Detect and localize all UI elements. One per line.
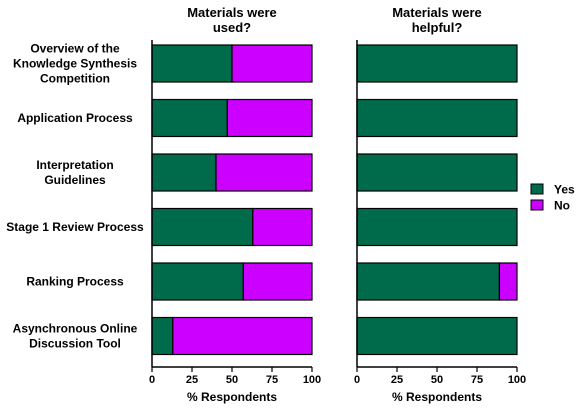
bar-no: [215, 153, 313, 192]
bar-no: [226, 98, 313, 138]
category-label: Discussion Tool: [29, 337, 121, 351]
x-tick-label: 0: [354, 374, 360, 386]
category-label: Application Process: [17, 111, 133, 125]
x-tick-label: 50: [431, 374, 443, 386]
legend-swatch-yes: [530, 183, 544, 195]
bar-yes: [151, 207, 254, 247]
legend-label-yes: Yes: [554, 183, 575, 197]
category-label: Stage 1 Review Process: [6, 220, 144, 234]
bar-yes: [356, 207, 518, 247]
x-tick-label: 100: [508, 374, 526, 386]
bar-no: [172, 316, 313, 356]
bar-no: [231, 44, 313, 83]
bar-yes: [356, 316, 518, 356]
category-label: Ranking Process: [26, 275, 124, 289]
category-label: Guidelines: [44, 173, 106, 187]
panel-title: used?: [213, 20, 251, 35]
panel-title: Materials were: [187, 5, 277, 20]
bar-yes: [151, 262, 244, 301]
x-tick-label: 25: [391, 374, 403, 386]
x-tick-label: 0: [149, 374, 155, 386]
bar-yes: [151, 98, 228, 138]
bar-yes: [356, 153, 518, 192]
category-label: Interpretation: [36, 158, 113, 172]
bar-no: [252, 207, 313, 247]
panel-title: helpful?: [412, 20, 463, 35]
x-tick-label: 100: [303, 374, 321, 386]
bar-no: [242, 262, 313, 301]
bar-yes: [151, 44, 233, 83]
bar-no: [498, 262, 518, 301]
x-tick-label: 75: [266, 374, 278, 386]
bar-yes: [151, 153, 217, 192]
category-label: Knowledge Synthesis: [13, 57, 137, 71]
legend-label-no: No: [554, 199, 570, 213]
category-label: Competition: [40, 72, 110, 86]
legend-swatch-no: [530, 199, 544, 211]
x-tick-label: 25: [186, 374, 198, 386]
x-axis-label: % Respondents: [392, 390, 482, 404]
category-label: Overview of the: [30, 42, 120, 56]
x-tick-label: 75: [471, 374, 483, 386]
x-axis-label: % Respondents: [187, 390, 277, 404]
bar-yes: [356, 262, 500, 301]
x-tick-label: 50: [226, 374, 238, 386]
bar-yes: [151, 316, 174, 356]
panel-title: Materials were: [392, 5, 482, 20]
bar-yes: [356, 44, 518, 83]
category-label: Asynchronous Online: [13, 322, 138, 336]
bar-yes: [356, 98, 518, 138]
